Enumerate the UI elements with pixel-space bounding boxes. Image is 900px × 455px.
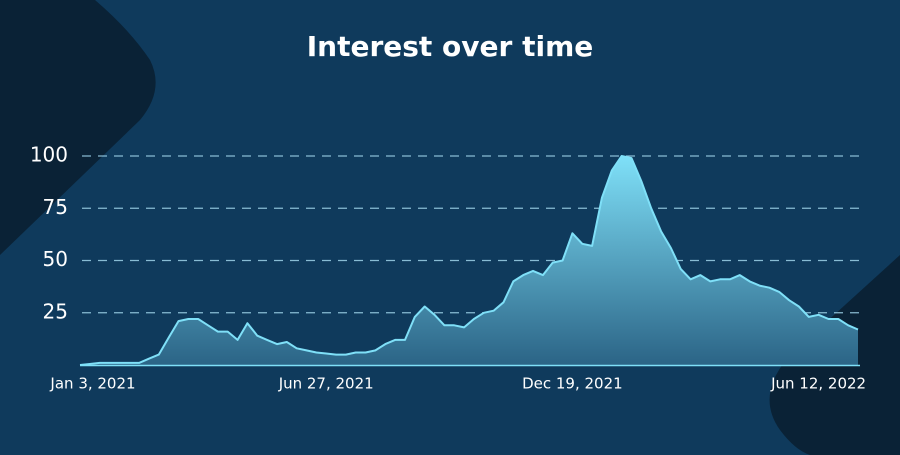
line	[79, 155, 859, 366]
y-tick-label: 75	[43, 195, 68, 219]
chart-title: Interest over time	[307, 30, 594, 63]
x-tick-label: Jun 12, 2022	[770, 375, 866, 393]
y-tick-label: 50	[43, 247, 68, 271]
y-tick-label: 25	[43, 299, 68, 323]
x-tick-label: Dec 19, 2021	[522, 375, 623, 393]
x-tick-label: Jan 3, 2021	[49, 375, 135, 393]
x-tick-label: Jun 27, 2021	[278, 375, 374, 393]
corner-shape	[0, 0, 156, 255]
area	[80, 156, 858, 365]
y-tick-label: 100	[30, 143, 68, 167]
